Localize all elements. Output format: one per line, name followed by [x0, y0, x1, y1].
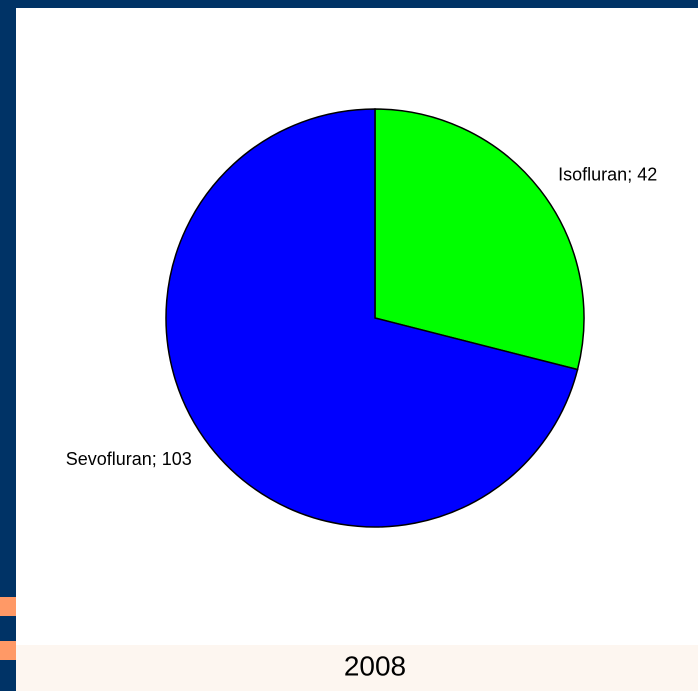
decoration	[0, 597, 16, 616]
data-label: Isofluran; 42	[558, 164, 657, 184]
pie-slice	[165, 108, 579, 528]
caption-strip	[16, 645, 698, 691]
chart-title: 2008	[344, 650, 406, 681]
pie-slice	[374, 108, 585, 371]
decoration	[0, 641, 16, 660]
data-label: Sevofluran; 103	[66, 449, 192, 469]
